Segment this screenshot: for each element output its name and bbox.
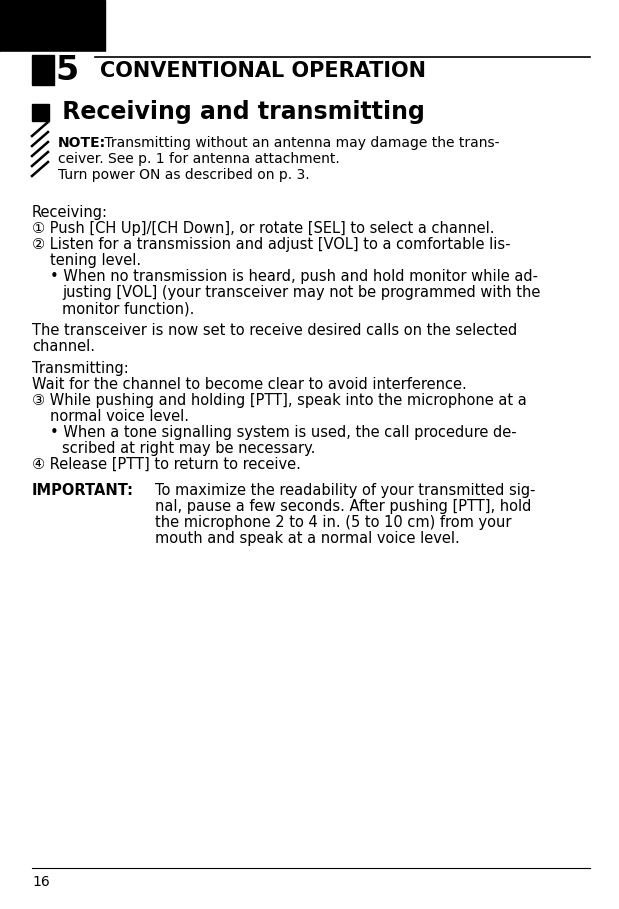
Bar [32,104,49,121]
Bar [0,0,105,52]
Text: scribed at right may be necessary.: scribed at right may be necessary. [62,441,315,456]
Text: 16: 16 [32,875,50,889]
Bar [0,52,619,90]
Text: • When a tone signalling system is used, the call procedure de-: • When a tone signalling system is used,… [50,425,517,440]
Text: Wait for the channel to become clear to avoid interference.: Wait for the channel to become clear to … [32,377,467,392]
Text: CONVENTIONAL OPERATION: CONVENTIONAL OPERATION [100,61,426,81]
Text: NOTE:: NOTE: [58,136,106,150]
Text: 5: 5 [55,55,78,87]
Text: ④ Release [PTT] to return to receive.: ④ Release [PTT] to return to receive. [32,457,301,472]
Text: justing [VOL] (your transceiver may not be programmed with the: justing [VOL] (your transceiver may not … [62,285,540,300]
Text: nal, pause a few seconds. After pushing [PTT], hold: nal, pause a few seconds. After pushing … [155,499,531,514]
Text: Receiving:: Receiving: [32,205,108,220]
Bar [32,55,54,85]
Text: ceiver. See p. 1 for antenna attachment.: ceiver. See p. 1 for antenna attachment. [58,152,340,166]
Text: Turn power ON as described on p. 3.: Turn power ON as described on p. 3. [58,168,310,182]
Text: tening level.: tening level. [50,253,141,268]
Text: normal voice level.: normal voice level. [50,409,189,424]
Text: ② Listen for a transmission and adjust [VOL] to a comfortable lis-: ② Listen for a transmission and adjust [… [32,237,511,252]
Text: Transmitting:: Transmitting: [32,361,129,376]
Text: monitor function).: monitor function). [62,301,194,316]
Text: • When no transmission is heard, push and hold monitor while ad-: • When no transmission is heard, push an… [50,269,538,284]
Text: Receiving and transmitting: Receiving and transmitting [54,100,425,124]
Text: mouth and speak at a normal voice level.: mouth and speak at a normal voice level. [155,531,460,546]
Text: ③ While pushing and holding [PTT], speak into the microphone at a: ③ While pushing and holding [PTT], speak… [32,393,527,408]
Text: channel.: channel. [32,339,95,354]
Text: ① Push [CH Up]/[CH Down], or rotate [SEL] to select a channel.: ① Push [CH Up]/[CH Down], or rotate [SEL… [32,221,495,236]
Text: the microphone 2 to 4 in. (5 to 10 cm) from your: the microphone 2 to 4 in. (5 to 10 cm) f… [155,515,511,530]
Text: IMPORTANT:: IMPORTANT: [32,483,134,498]
Text: Transmitting without an antenna may damage the trans-: Transmitting without an antenna may dama… [100,136,500,150]
Text: The transceiver is now set to receive desired calls on the selected: The transceiver is now set to receive de… [32,323,517,338]
Text: To maximize the readability of your transmitted sig-: To maximize the readability of your tran… [155,483,535,498]
